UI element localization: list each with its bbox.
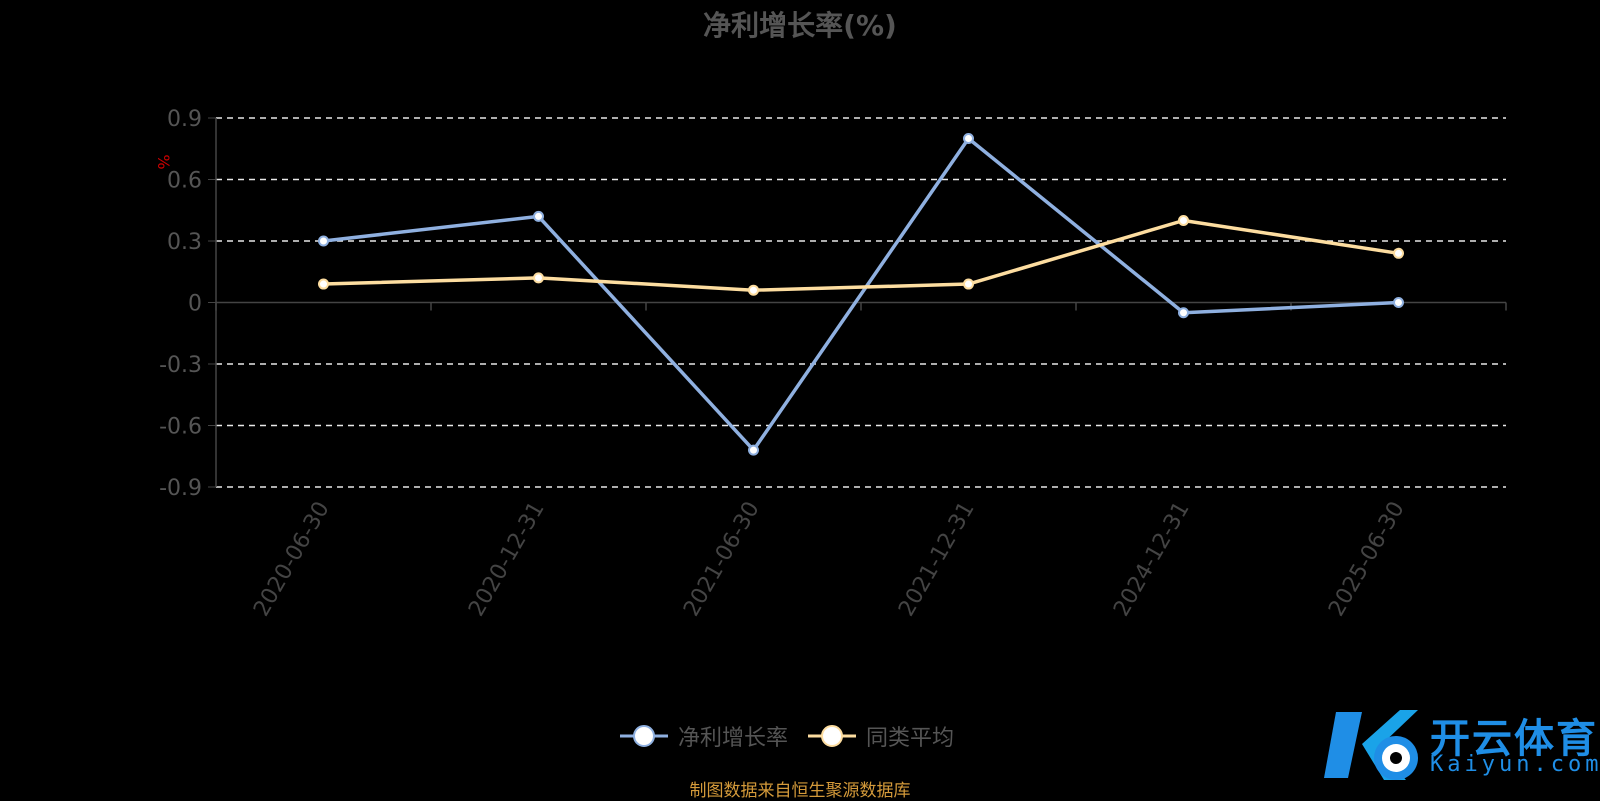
y-tick-label: 0.3	[167, 230, 202, 255]
series-2-point	[533, 272, 544, 284]
kaiyun-logo-icon	[1324, 710, 1418, 780]
y-tick-label: 0.9	[167, 107, 202, 132]
x-tick-label: 2020-06-30	[249, 498, 335, 621]
chart-title: 净利增长率(%)	[703, 9, 897, 42]
legend-marker-icon	[620, 725, 668, 747]
series-1-point	[533, 210, 544, 222]
y-tick-label: 0	[188, 292, 202, 317]
source-note: 制图数据来自恒生聚源数据库	[689, 781, 911, 801]
series-2-point	[1178, 215, 1189, 226]
series-1-point	[963, 133, 974, 144]
grid-layer	[216, 117, 1506, 488]
series-2-point	[748, 284, 759, 296]
x-tick-label: 2021-06-30	[679, 498, 765, 621]
legend-marker-icon	[808, 725, 857, 747]
y-tick-label: 0.6	[167, 169, 202, 194]
y-axis-unit-label: %	[154, 154, 173, 169]
y-tick-label: -0.3	[159, 353, 202, 378]
series-layer	[318, 133, 1404, 456]
y-tick-label: -0.6	[159, 415, 202, 440]
series-1-point	[1393, 297, 1404, 308]
legend-label: 净利增长率	[678, 726, 789, 751]
series-1-point	[1178, 307, 1189, 319]
series-2-point	[963, 278, 974, 290]
legend[interactable]: 净利增长率 同类平均	[620, 718, 974, 754]
series-2-point	[318, 278, 329, 290]
x-tick-label: 2025-06-30	[1324, 498, 1410, 621]
watermark-domain: Kaiyun.com	[1430, 752, 1600, 777]
legend-item-1[interactable]: 净利增长率	[620, 720, 788, 752]
y-tick-label: -0.9	[159, 476, 202, 501]
series-line-1	[323, 136, 1399, 452]
watermark-name: 开云体育	[1430, 716, 1598, 762]
x-tick-label: 2024-12-31	[1109, 498, 1195, 621]
series-1-point	[748, 444, 759, 456]
x-tick-label: 2021-12-31	[894, 498, 980, 621]
x-tick-label: 2020-12-31	[464, 498, 550, 621]
series-1-point	[318, 235, 329, 247]
legend-item-2[interactable]: 同类平均	[808, 720, 954, 752]
series-line-2	[323, 218, 1399, 292]
watermark-logo: 开云体育 Kaiyun.com	[1318, 700, 1600, 790]
legend-label: 同类平均	[866, 726, 955, 751]
series-2-point	[1393, 247, 1404, 259]
